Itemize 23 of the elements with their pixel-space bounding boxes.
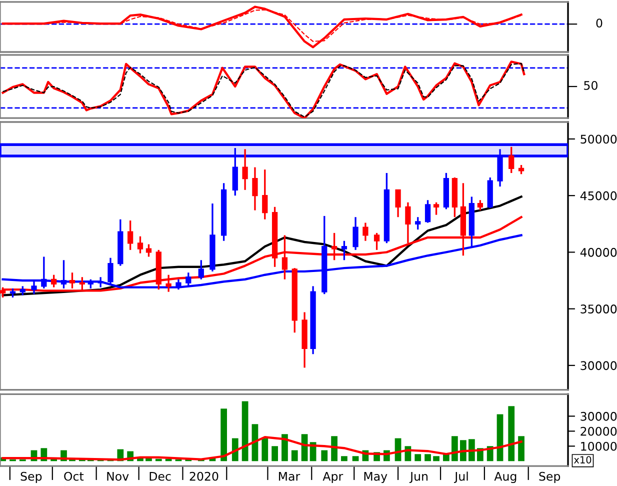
x-tick-label: Oct — [64, 472, 84, 481]
x-tick-label: Sep — [20, 472, 42, 484]
y-tick-label: 35000 — [580, 304, 617, 314]
y-tick-label: 30000 — [580, 412, 617, 421]
text: 50 — [584, 81, 598, 90]
x-tick-label: Dec — [150, 472, 171, 481]
y-tick-label: 30000 — [580, 361, 617, 370]
x-tick-label: Apr — [322, 472, 344, 484]
text: x10 — [574, 456, 592, 464]
x-tick-label: 2020 — [190, 472, 218, 481]
x-tick-label: Nov — [107, 472, 129, 481]
x-tick-label: May — [364, 472, 388, 484]
ref-line-label: 0 — [596, 18, 602, 28]
x-tick-label: Sep — [539, 472, 560, 484]
x-tick-label: Mar — [278, 472, 300, 481]
y-tick-label: 20000 — [580, 426, 617, 436]
y-tick-label: 10000 — [581, 442, 617, 451]
x-tick-label: Aug — [494, 472, 516, 484]
x-tick-label: Jun — [409, 472, 428, 483]
x-tick-label: Jul — [454, 472, 468, 483]
y-tick-label: 50000 — [580, 134, 617, 144]
y-tick-label: 45000 — [580, 191, 617, 200]
y-tick-label: 40000 — [580, 248, 617, 257]
